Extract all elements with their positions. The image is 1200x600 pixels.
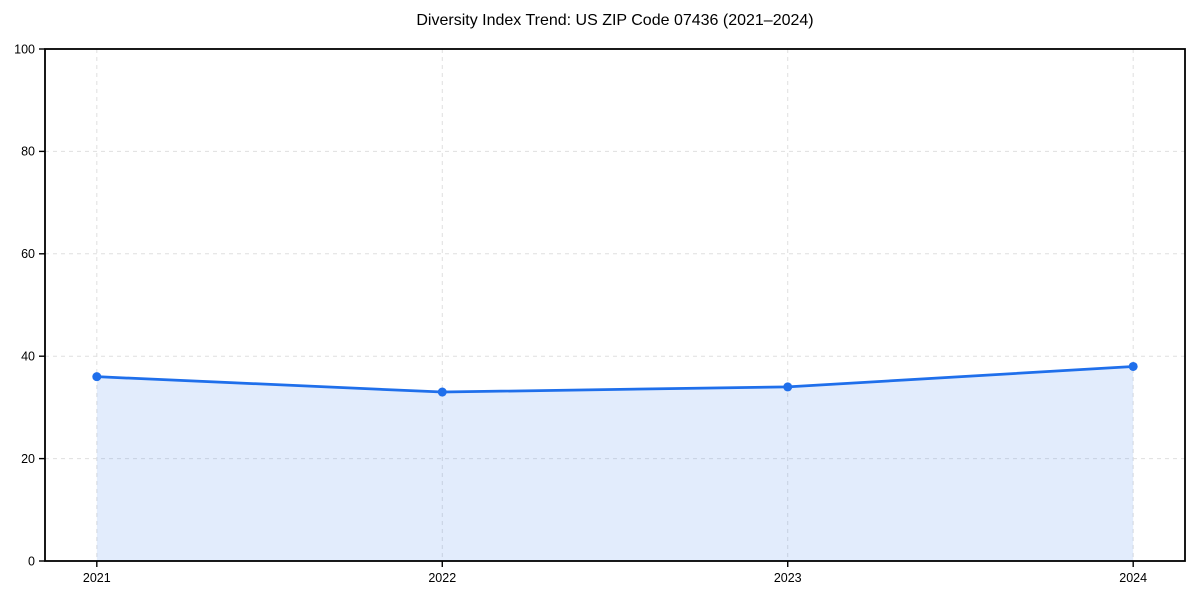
x-tick-label: 2022 — [428, 571, 456, 585]
y-tick-label: 60 — [21, 247, 35, 261]
x-tick-label: 2024 — [1119, 571, 1147, 585]
data-point-2021 — [92, 372, 102, 382]
data-point-2024 — [1128, 361, 1138, 371]
data-point-2023 — [783, 382, 793, 392]
area-fill — [96, 366, 1134, 561]
data-point-2022 — [437, 387, 447, 397]
y-tick-label: 80 — [21, 145, 35, 159]
y-tick-label: 100 — [14, 42, 35, 56]
chart-title: Diversity Index Trend: US ZIP Code 07436… — [416, 12, 814, 29]
y-tick-label: 20 — [21, 452, 35, 466]
x-tick-label: 2021 — [83, 571, 111, 585]
y-tick-label: 0 — [28, 554, 35, 568]
plot-border — [44, 48, 1186, 562]
x-tick-label: 2023 — [774, 571, 802, 585]
trend-line — [95, 365, 1135, 394]
y-tick-label: 40 — [21, 349, 35, 363]
